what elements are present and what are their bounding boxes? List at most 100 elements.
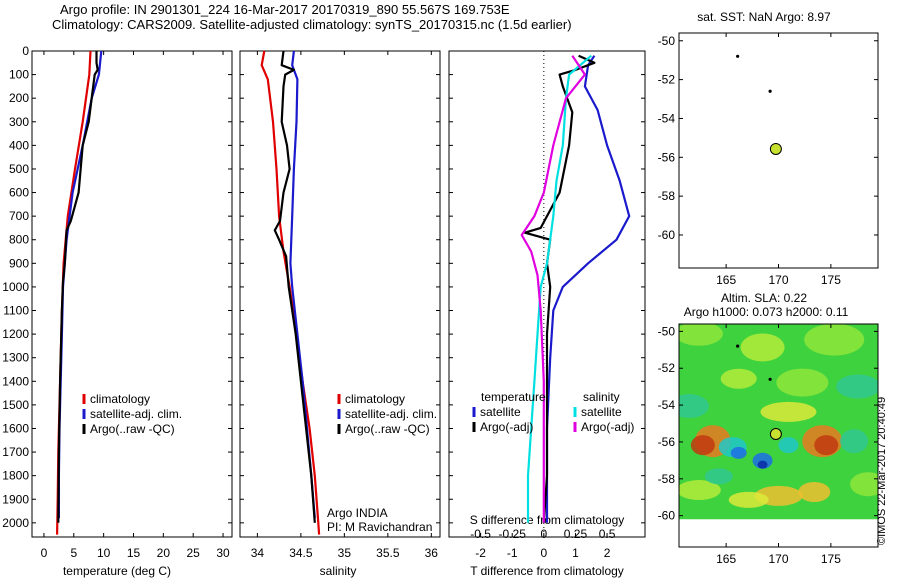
depth-tick-label: 500	[9, 162, 29, 176]
sla-anomaly-patch	[776, 368, 829, 397]
difference-legend-entry: Argo(-adj)	[480, 420, 533, 434]
salinity-diff-tick-label: 0	[540, 527, 547, 541]
sla-anomaly-patch	[690, 435, 715, 456]
temperature-x-tick-label: 30	[216, 546, 230, 560]
sla-anomaly-patch	[850, 472, 878, 497]
island-marker	[736, 54, 740, 58]
sla-anomaly-patch	[740, 333, 785, 362]
sla-anomaly-patch	[679, 480, 721, 501]
sla-anomaly-patch	[704, 468, 733, 485]
difference-legend-entry: Argo(-adj)	[581, 420, 634, 434]
sla-anomaly-patch	[679, 394, 709, 419]
sla-anomaly-patch	[778, 437, 799, 454]
depth-tick-label: 1400	[2, 374, 29, 388]
salinity-plot-frame	[239, 50, 441, 538]
map-x-tick-label: 165	[716, 552, 736, 566]
depth-tick-label: 400	[9, 138, 29, 152]
map-y-tick-label: -60	[658, 228, 676, 242]
island-marker	[736, 344, 740, 348]
salinity-x-tick-label: 35	[338, 546, 352, 560]
temperature-x-tick-label: 20	[157, 546, 171, 560]
page-subtitle: Climatology: CARS2009. Satellite-adjuste…	[52, 17, 572, 32]
depth-tick-label: 1600	[2, 421, 29, 435]
sla-anomaly-patch	[814, 435, 839, 456]
difference-x-tick-label: 2	[604, 546, 611, 560]
salinity-x-tick-label: 36	[425, 546, 439, 560]
salinity-series-line	[273, 50, 316, 523]
temperature-x-tick-label: 25	[187, 546, 201, 560]
depth-tick-label: 2000	[2, 516, 29, 530]
sst-map-title: sat. SST: NaN Argo: 8.97	[697, 10, 831, 24]
salinity-x-tick-label: 35.5	[376, 546, 400, 560]
sla-anomaly-patch	[728, 491, 769, 508]
depth-tick-label: 100	[9, 68, 29, 82]
map-x-tick-label: 175	[821, 552, 841, 566]
depth-tick-label: 200	[9, 91, 29, 105]
depth-tick-label: 0	[22, 44, 29, 58]
temperature-plot-frame	[31, 50, 233, 538]
difference-series-line	[545, 55, 631, 523]
depth-tick-label: 1900	[2, 492, 29, 506]
sla-anomaly-patch	[840, 429, 869, 454]
depth-tick-label: 1100	[3, 304, 29, 318]
salinity-legend-entry: satellite-adj. clim.	[345, 407, 437, 421]
salinity-legend-title: salinity	[583, 390, 620, 404]
argo-profile-marker	[769, 142, 782, 155]
island-marker	[768, 89, 772, 93]
salinity-diff-tick-label: -0.5	[470, 527, 491, 541]
temperature-x-tick-label: 10	[97, 546, 111, 560]
depth-tick-label: 900	[9, 256, 29, 270]
temperature-legend-entry: satellite-adj. clim.	[90, 407, 182, 421]
depth-tick-label: 600	[9, 186, 29, 200]
map-x-tick-label: 175	[821, 273, 841, 287]
map-y-tick-label: -58	[658, 472, 676, 486]
salinity-x-tick-label: 34.5	[289, 546, 313, 560]
difference-series-line	[523, 54, 596, 523]
sla-anomaly-patch	[757, 460, 768, 469]
depth-tick-label: 300	[9, 115, 29, 129]
sla-anomaly-patch	[720, 368, 757, 389]
temperature-x-tick-label: 15	[127, 546, 141, 560]
depth-tick-label: 1800	[2, 469, 29, 483]
depth-tick-label: 1200	[2, 327, 29, 341]
sla-anomaly-patch	[798, 482, 831, 503]
sla-anomaly-patch	[760, 401, 817, 422]
salinity-diff-tick-label: 0.25	[564, 527, 588, 541]
depth-tick-label: 1300	[2, 351, 29, 365]
temperature-x-tick-label: 0	[41, 546, 48, 560]
sla-anomaly-patch	[730, 446, 747, 459]
temperature-legend-title: temperature	[481, 390, 546, 404]
map-y-tick-label: -58	[658, 189, 676, 203]
salinity-axis-label: salinity	[320, 564, 357, 578]
map-y-tick-label: -52	[658, 361, 676, 375]
map-y-tick-label: -54	[658, 398, 676, 412]
temperature-axis-label: temperature (deg C)	[63, 564, 171, 578]
depth-tick-label: 1500	[2, 398, 29, 412]
map-y-tick-label: -50	[658, 34, 676, 48]
difference-x-tick-label: 1	[572, 546, 579, 560]
map-y-tick-label: -50	[658, 324, 676, 338]
map-y-tick-label: -52	[658, 73, 676, 87]
pi-label: PI: M Ravichandran	[327, 520, 432, 534]
island-marker	[768, 377, 772, 381]
salinity-diff-tick-label: 0.5	[599, 527, 616, 541]
map-y-tick-label: -56	[658, 435, 676, 449]
sla-anomaly-patch	[836, 374, 878, 399]
salinity-diff-tick-label: -0.25	[499, 527, 527, 541]
difference-legend-entry: satellite	[480, 405, 521, 419]
map-x-tick-label: 170	[768, 552, 788, 566]
difference-series-line	[520, 55, 587, 523]
map-y-tick-label: -56	[658, 150, 676, 164]
difference-x-tick-label: -2	[475, 546, 486, 560]
float-program-label: Argo INDIA	[327, 506, 388, 520]
difference-x-tick-label: 0	[540, 546, 547, 560]
sla-anomaly-patch	[679, 324, 723, 346]
depth-tick-label: 1700	[2, 445, 29, 459]
difference-plot-frame	[448, 50, 646, 538]
map-y-tick-label: -54	[658, 111, 676, 125]
sla-map-title: Altim. SLA: 0.22	[721, 291, 807, 305]
depth-tick-label: 700	[9, 209, 29, 223]
temperature-legend-entry: climatology	[90, 392, 150, 406]
map-x-tick-label: 170	[768, 273, 788, 287]
difference-legend-entry: satellite	[581, 405, 622, 419]
